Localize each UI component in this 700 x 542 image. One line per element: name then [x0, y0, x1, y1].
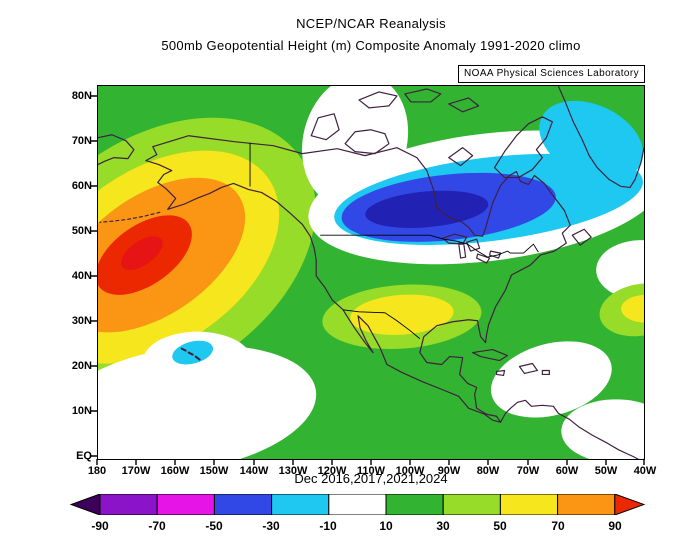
- colorbar-tick: 10: [379, 519, 393, 533]
- lon-label: 60W: [555, 465, 579, 477]
- lon-label: 130W: [278, 465, 308, 477]
- great-lakes: [442, 233, 502, 264]
- banks-island: [310, 113, 340, 141]
- colorbar: [69, 493, 646, 516]
- lon-label: 80W: [476, 465, 500, 477]
- lat-label: 10N: [71, 405, 92, 417]
- lon-label: 50W: [594, 465, 618, 477]
- colorbar-seg-neg70-50: [156, 493, 215, 516]
- chart-subtitle: 500mb Geopotential Height (m) Composite …: [161, 38, 581, 53]
- us-mexico-border: [343, 309, 421, 339]
- colorbar-seg-pos30-50: [442, 493, 501, 516]
- us-canada-border: [320, 234, 539, 258]
- colorbar-tick: -30: [262, 519, 280, 533]
- colorbar-tick: 50: [493, 519, 507, 533]
- colorbar-arrow-left: [69, 493, 101, 516]
- lat-label: 40N: [71, 270, 92, 282]
- southampton-island: [448, 147, 474, 167]
- colorbar-seg-pos10-30: [385, 493, 444, 516]
- lat-label: 70N: [71, 135, 92, 147]
- colorbar-tick: -10: [319, 519, 337, 533]
- lon-label: 90W: [437, 465, 461, 477]
- tropical-neutral-white-sw: [98, 345, 317, 459]
- lon-label: 140W: [239, 465, 269, 477]
- canada-negative-core-darkblue: [365, 190, 489, 228]
- colorbar-seg-pos70-90: [557, 493, 616, 516]
- lon-label: 170W: [121, 465, 151, 477]
- hawaii-negative-patch-cyan: [172, 340, 214, 365]
- colorbar-tick: -50: [205, 519, 223, 533]
- chart-title: NCEP/NCAR Reanalysis: [296, 16, 446, 31]
- colorbar-swatches: [69, 493, 646, 516]
- national-borders: [249, 142, 539, 339]
- colorbar-tick: 30: [436, 519, 450, 533]
- lon-label: 70W: [516, 465, 540, 477]
- lon-label: 100W: [395, 465, 425, 477]
- lat-label: 30N: [71, 315, 92, 327]
- cuba-island: [472, 348, 509, 362]
- lon-label: 180: [87, 465, 107, 477]
- negative-white-east-lobe: [596, 240, 644, 300]
- lon-ticks: [96, 459, 645, 465]
- hispaniola-island: [518, 362, 538, 375]
- lat-label: 80N: [71, 90, 92, 102]
- map-plot-area: [97, 85, 645, 460]
- lat-label: 50N: [71, 225, 92, 237]
- colorbar-tick: -70: [148, 519, 166, 533]
- coastlines: [98, 86, 644, 459]
- colorbar-seg-neg30-10: [271, 493, 330, 516]
- lon-label: 120W: [317, 465, 347, 477]
- colorbar-tick: -90: [91, 519, 109, 533]
- chukotka-coastline: [98, 134, 135, 166]
- colorbar-tick: 70: [551, 519, 565, 533]
- baffin-negative-lobe-cyan: [539, 100, 644, 181]
- anomaly-map: [98, 86, 644, 459]
- colorbar-seg-pos50-70: [499, 493, 559, 516]
- south-america-coastline: [499, 399, 639, 459]
- jamaica-island: [495, 369, 506, 377]
- colorbar-seg-neg90-70: [99, 493, 158, 516]
- puerto-rico-island: [541, 369, 550, 376]
- newfoundland-island: [571, 228, 592, 246]
- lon-label: 40W: [633, 465, 657, 477]
- baffin-island: [493, 116, 553, 179]
- greenland-coastline: [557, 86, 644, 189]
- colorbar-seg-neutral: [328, 493, 387, 516]
- colorbar-arrow-right: [614, 493, 646, 516]
- south-atlantic-neutral-white: [561, 399, 644, 459]
- atlantic-positive-yellow: [621, 294, 644, 323]
- lat-label: 20N: [71, 360, 92, 372]
- lon-label: 150W: [199, 465, 229, 477]
- southern-us-positive-yellow: [350, 294, 454, 335]
- pacific-positive-core-inner: [121, 236, 163, 270]
- lat-label: EQ: [76, 450, 92, 462]
- north-america-coastline: [145, 135, 571, 423]
- lon-label: 110W: [356, 465, 386, 477]
- noaa-psl-label: NOAA Physical Sciences Laboratory: [458, 65, 645, 83]
- aleutian-islands: [99, 211, 161, 223]
- caribbean-neutral-white: [490, 341, 612, 418]
- victoria-island: [344, 129, 390, 155]
- lat-ticks: [91, 95, 97, 457]
- colorbar-tick: 90: [608, 519, 622, 533]
- negative-white-nw-lobe: [302, 86, 409, 208]
- lat-label: 60N: [71, 180, 92, 192]
- lon-label: 160W: [160, 465, 190, 477]
- composite-dates-caption: Dec 2016,2017,2021,2024: [294, 471, 448, 486]
- colorbar-seg-neg50-30: [213, 493, 273, 516]
- hawaiian-islands: [180, 347, 201, 361]
- arctic-islands: [358, 88, 480, 113]
